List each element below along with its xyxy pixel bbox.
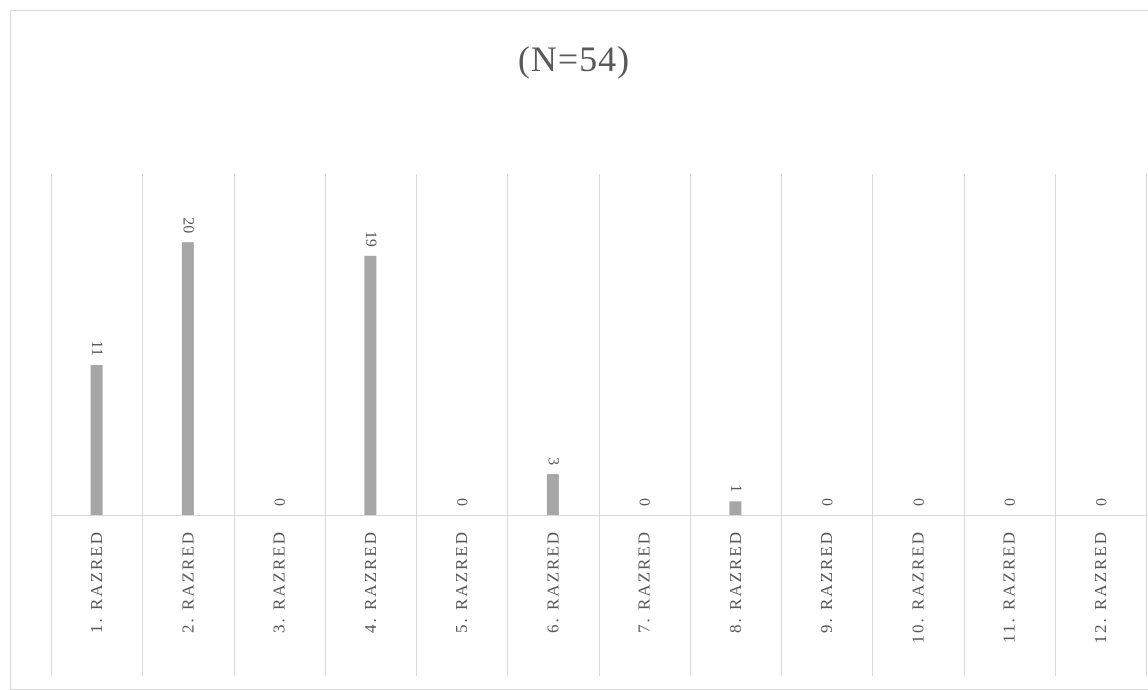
- data-label: 0: [453, 498, 470, 506]
- data-label: 0: [1001, 498, 1018, 506]
- bar: [90, 364, 103, 515]
- x-tick-label: 3. RAZRED: [270, 530, 289, 633]
- data-label: 0: [636, 498, 653, 506]
- x-tick-label: 7. RAZRED: [635, 530, 654, 633]
- x-tick-label: 2. RAZRED: [178, 530, 197, 633]
- x-tick-label: 8. RAZRED: [726, 530, 745, 633]
- data-label: 20: [179, 217, 196, 233]
- bar: [546, 474, 559, 515]
- x-tick-label: 4. RAZRED: [361, 530, 380, 633]
- x-tick-label: 12. RAZRED: [1091, 530, 1110, 644]
- bar: [729, 501, 742, 515]
- data-label: 19: [362, 231, 379, 247]
- x-tick-label: 11. RAZRED: [1000, 530, 1019, 643]
- data-label: 0: [909, 498, 926, 506]
- bar: [364, 255, 377, 515]
- chart-frame: [10, 10, 1148, 690]
- bar: [181, 242, 194, 515]
- x-tick-label: 6. RAZRED: [543, 530, 562, 633]
- data-label: 0: [1092, 498, 1109, 506]
- x-tick-label: 9. RAZRED: [817, 530, 836, 633]
- data-label: 1: [727, 484, 744, 492]
- chart-title: (N=54): [517, 39, 631, 79]
- data-label: 0: [271, 498, 288, 506]
- data-label: 3: [544, 457, 561, 465]
- x-tick-label: 1. RAZRED: [87, 530, 106, 633]
- x-tick-label: 10. RAZRED: [908, 530, 927, 644]
- data-label: 0: [818, 498, 835, 506]
- x-tick-label: 5. RAZRED: [452, 530, 471, 633]
- data-label: 11: [88, 341, 105, 356]
